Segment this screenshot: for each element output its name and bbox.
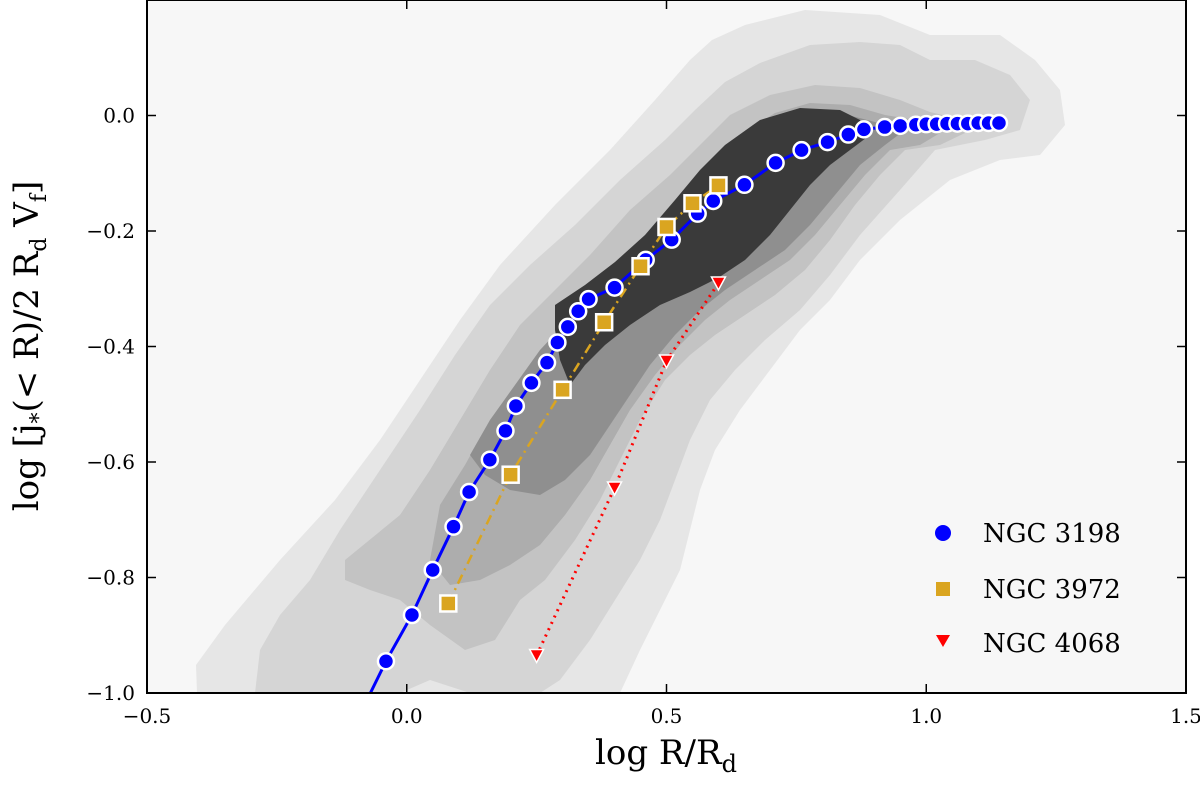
data-point-circle [568,302,588,321]
data-point-circle [506,396,526,416]
data-point-circle [875,117,894,137]
density-contours [196,10,1065,693]
data-point-circle [792,140,811,160]
data-point-square [439,594,458,613]
legend-label-ngc3198: NGC 3198 [983,519,1121,549]
data-point-circle [891,116,910,136]
data-point-square [501,465,520,484]
legend-label-ngc4068: NGC 4068 [983,629,1121,659]
data-point-circle [402,605,422,625]
x-axis-label-main: log R/R [595,733,723,773]
data-point-circle [766,153,785,173]
data-point-square [594,312,614,332]
data-point-square [657,217,676,237]
series-line-2 [535,282,720,657]
y-axis-label: log [j*(< R)/2 Rd Vf] [7,181,52,512]
data-point-square [631,256,650,276]
data-point-triangle-down [528,648,545,665]
contour-level-5 [470,110,905,495]
data-point-circle [376,651,396,671]
data-point-triangle-down [658,354,675,370]
y-axis-label-d-subscript: d [27,238,52,252]
y-axis-label-star: * [27,413,52,424]
data-point-circle [704,191,723,211]
data-point-circle [605,278,624,297]
data-point-circle [423,560,442,580]
data-point-circle [522,373,541,393]
data-point-circle [818,132,837,152]
data-point-triangle-down [710,276,727,292]
data-point-circle [444,517,463,536]
data-point-circle [480,450,500,469]
y-tick-label: −0.2 [86,219,135,243]
data-point-circle [839,125,858,144]
legend-label-ngc3972: NGC 3972 [983,575,1121,605]
y-axis-label-v: V [7,201,47,238]
x-tick-label: 1.0 [910,704,942,728]
legend-marker-ngc4068 [936,635,950,647]
y-tick-label: 0.0 [103,104,135,128]
legend-marker-ngc3972 [936,582,950,596]
legend: NGC 3198 NGC 3972 NGC 4068 [935,519,1121,659]
data-point-triangle-down [606,481,623,497]
data-point-circle [579,289,598,309]
data-point-circle [548,333,567,352]
y-tick-label: −1.0 [86,681,135,705]
y-axis-label-f-subscript: f [27,192,52,202]
y-axis-ticks: −1.0 −0.8 −0.6 −0.4 −0.2 0.0 [86,104,1186,705]
y-axis-label-part-1: log [j [7,424,47,512]
x-tick-label: 1.5 [1170,704,1200,728]
y-axis-label-part-2: (< R)/2 R [7,250,47,412]
x-axis-ticks: −0.5 0.0 0.5 1.0 1.5 [123,0,1200,728]
series-markers [376,113,1009,671]
y-tick-label: −0.8 [86,566,135,590]
x-tick-label: 0.5 [651,704,683,728]
x-axis-label: log R/Rd [595,733,737,778]
x-tick-label: 0.0 [391,704,423,728]
legend-marker-ngc3198 [935,525,951,541]
data-point-circle [854,120,874,139]
x-tick-label: −0.5 [123,704,172,728]
y-tick-label: −0.6 [86,450,135,474]
data-point-circle [989,113,1009,133]
data-point-circle [496,421,515,441]
data-point-square [553,380,572,400]
data-point-square [709,176,728,195]
data-point-circle [735,175,754,195]
x-axis-label-subscript: d [722,750,737,778]
data-point-square [683,194,702,213]
data-point-circle [537,353,557,372]
data-point-circle [459,482,479,502]
contour-level-6 [555,108,870,385]
y-axis-label-close: ] [7,181,47,194]
y-tick-label: −0.4 [86,335,135,359]
data-point-circle [558,317,578,337]
